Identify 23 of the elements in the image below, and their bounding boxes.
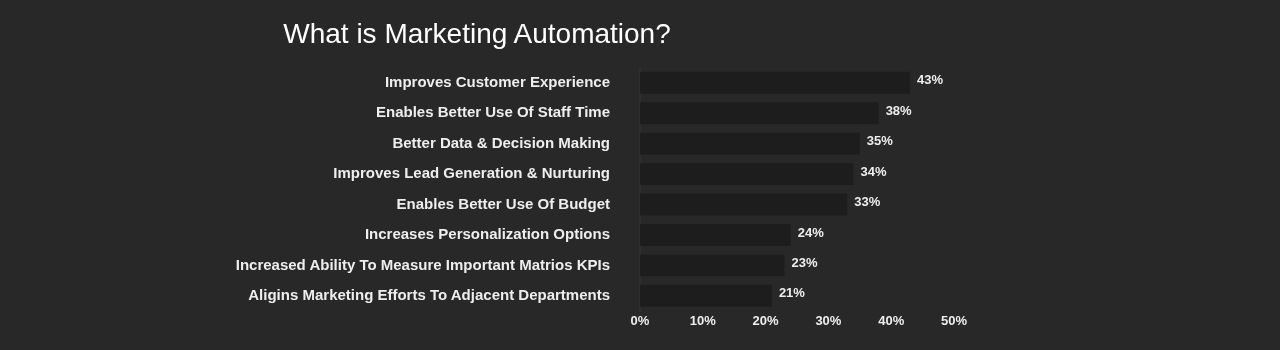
x-tick-label: 20% bbox=[752, 313, 780, 329]
x-tick-label: 30% bbox=[815, 313, 842, 329]
y-tick-label: Improves Lead Generation & Nurturing bbox=[333, 164, 610, 182]
y-tick-label: Improves Customer Experience bbox=[384, 72, 610, 90]
x-tick-label: 40% bbox=[878, 313, 905, 329]
x-tick-label: 10% bbox=[689, 313, 717, 329]
y-tick-label: Increases Personalization Options bbox=[364, 225, 610, 243]
x-tick-label: 0% bbox=[630, 313, 650, 329]
data-label: 23% bbox=[791, 254, 818, 270]
chart-title: What is Marketing Automation? bbox=[283, 17, 671, 49]
data-label: 21% bbox=[778, 285, 806, 301]
data-label: 34% bbox=[860, 163, 887, 179]
data-label: 35% bbox=[866, 133, 894, 149]
y-tick-label: Aligins Marketing Efforts To Adjacent Departments bbox=[248, 285, 610, 303]
data-label: 43% bbox=[917, 72, 944, 88]
x-tick-label: 50% bbox=[940, 313, 968, 329]
y-tick-label: Better Data & Decision Making bbox=[392, 133, 610, 151]
y-tick-label: Enables Better Use Of Staff Time bbox=[376, 103, 610, 121]
y-tick-label: Increased Ability To Measure Important Matrios KPIs bbox=[235, 255, 610, 273]
data-label: 24% bbox=[797, 224, 825, 240]
data-label: 33% bbox=[854, 194, 881, 210]
data-label: 38% bbox=[885, 102, 913, 118]
y-tick-label: Enables Better Use Of Budget bbox=[396, 194, 610, 212]
